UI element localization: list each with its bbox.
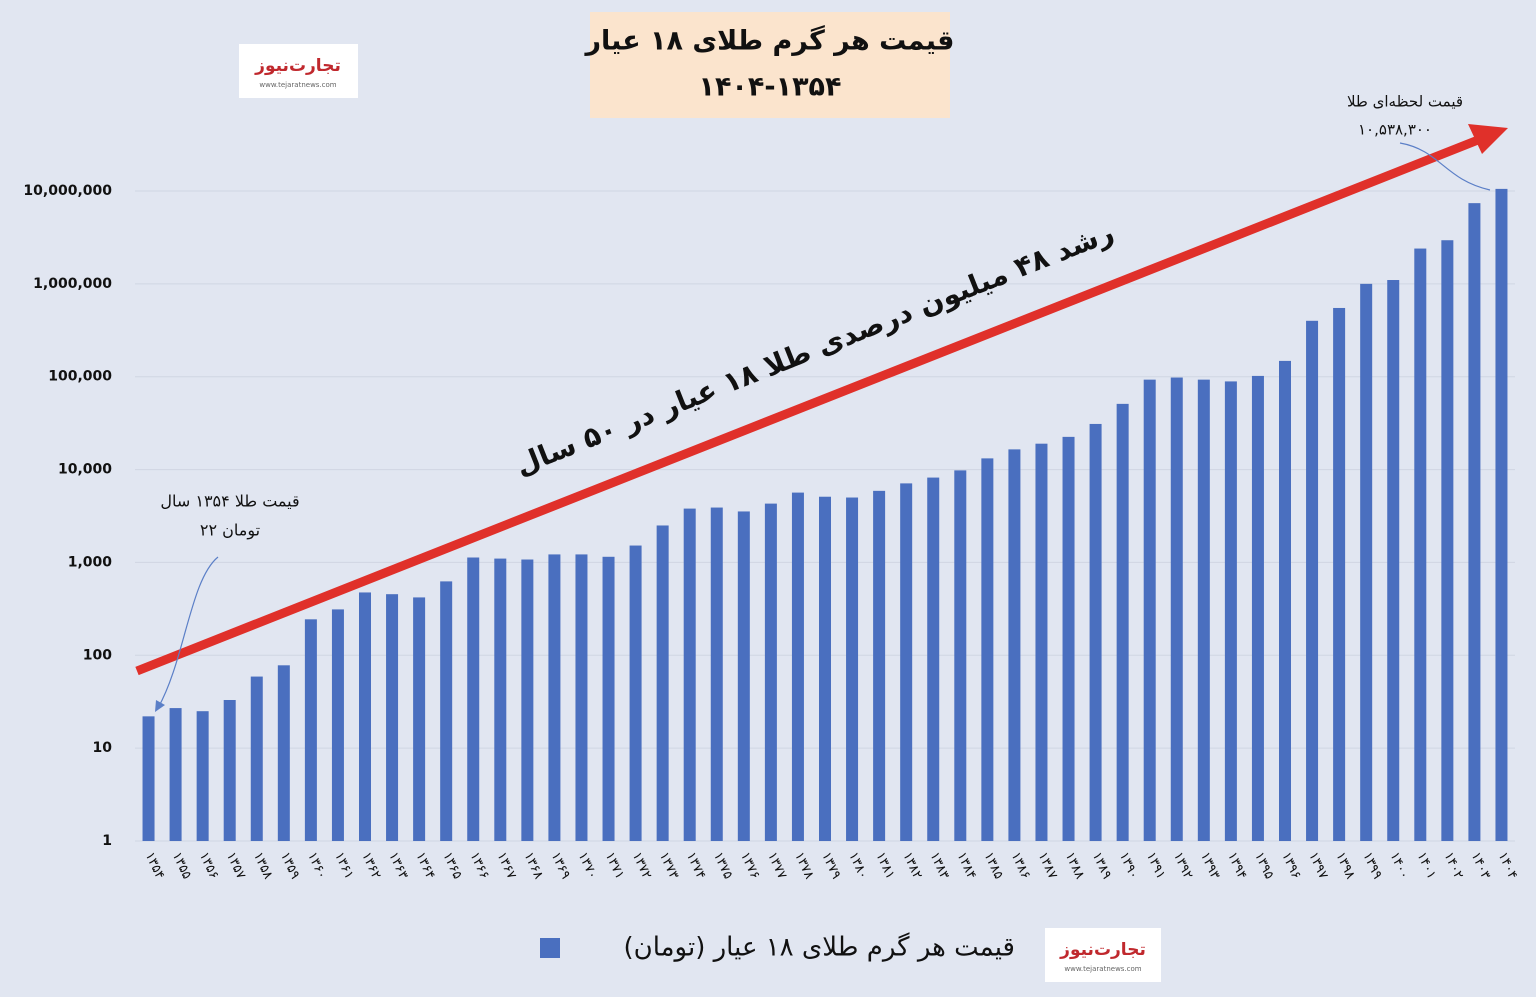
annotation: ۲۲ تومان — [200, 521, 260, 541]
bar — [1062, 436, 1075, 841]
annotation-arrow — [157, 556, 219, 709]
bar — [981, 458, 994, 841]
bar — [386, 594, 399, 841]
trend-arrow — [135, 135, 1480, 676]
bar — [737, 511, 750, 841]
bar — [1143, 379, 1156, 841]
logo: تجارت‌نیوز www.tejaratnews.com — [239, 44, 358, 98]
bar — [1360, 283, 1373, 841]
chart-subtitle: ۱۴۰۴-۱۳۵۴ — [698, 72, 841, 103]
bar — [359, 592, 371, 841]
bar — [467, 557, 480, 841]
annotation: قیمت لحظه‌ای طلا — [1347, 93, 1463, 111]
title-box — [590, 12, 950, 118]
bar — [331, 609, 344, 841]
bar — [250, 676, 263, 841]
y-tick-label: 100,000 — [48, 369, 112, 385]
bar — [846, 497, 859, 841]
y-tick-label: 100 — [83, 647, 112, 663]
bar — [440, 581, 453, 841]
bar — [1333, 307, 1346, 841]
logo-url: www.tejaratnews.com — [259, 81, 336, 89]
bar — [900, 483, 913, 841]
bar — [1035, 443, 1048, 841]
bar — [1170, 377, 1183, 841]
bar — [1116, 403, 1129, 841]
bar — [196, 711, 209, 841]
annotation: ۱۰,۵۳۸,۳۰۰ — [1358, 121, 1432, 139]
trend-arrow-head — [1468, 124, 1508, 154]
bar — [1197, 379, 1210, 841]
bar — [1008, 449, 1021, 841]
bar — [1306, 320, 1319, 841]
bar — [710, 507, 723, 841]
bar — [656, 525, 669, 841]
bar — [521, 559, 534, 841]
legend-swatch — [540, 938, 560, 958]
y-tick-label: 1,000,000 — [33, 276, 112, 292]
bar — [1441, 240, 1454, 841]
bar — [277, 665, 290, 841]
logo: تجارت‌نیوز www.tejaratnews.com — [1045, 928, 1161, 982]
legend-label: قیمت هر گرم طلای ۱۸ عیار (تومان) — [623, 932, 1015, 963]
y-tick-label: 10 — [93, 740, 113, 756]
bar — [575, 554, 588, 841]
bar — [791, 492, 804, 841]
bar — [873, 490, 886, 841]
bar — [169, 708, 182, 841]
annotation: قیمت طلا ۱۳۵۴ سال — [160, 492, 299, 511]
annotation-arrow-head — [155, 700, 165, 712]
bar — [1495, 188, 1508, 841]
bar — [683, 508, 696, 841]
logo-url: www.tejaratnews.com — [1064, 965, 1141, 973]
y-tick-label: 10,000,000 — [23, 183, 112, 199]
bar — [764, 503, 777, 841]
bar — [413, 597, 426, 841]
y-tick-label: 1,000 — [68, 554, 113, 570]
bar — [1224, 381, 1237, 841]
bar — [1089, 423, 1102, 841]
bar — [1251, 375, 1264, 841]
y-tick-label: 1 — [102, 833, 112, 849]
annotation-arrow — [1399, 142, 1491, 191]
bar — [223, 699, 236, 841]
logo-name: تجارت‌نیوز — [254, 56, 341, 76]
bar — [602, 556, 615, 841]
bar — [494, 558, 507, 841]
bar — [927, 477, 940, 841]
bar — [1468, 203, 1481, 841]
plot: 1 10 100 1,000 10,000 100,000 1,000,000 10,000,… — [23, 183, 1520, 881]
bar — [819, 496, 831, 841]
bar — [1414, 248, 1427, 841]
bar — [548, 554, 561, 841]
bar — [1279, 360, 1291, 841]
bar — [1387, 280, 1400, 841]
chart-title: قیمت هر گرم طلای ۱۸ عیار — [584, 25, 955, 57]
bar — [142, 716, 155, 841]
bar — [629, 545, 642, 841]
y-tick-label: 10,000 — [58, 462, 112, 478]
bar — [954, 470, 967, 841]
logo-name: تجارت‌نیوز — [1059, 940, 1146, 960]
logo-box — [239, 44, 358, 98]
logo-box — [1045, 928, 1161, 982]
bar — [304, 619, 317, 841]
